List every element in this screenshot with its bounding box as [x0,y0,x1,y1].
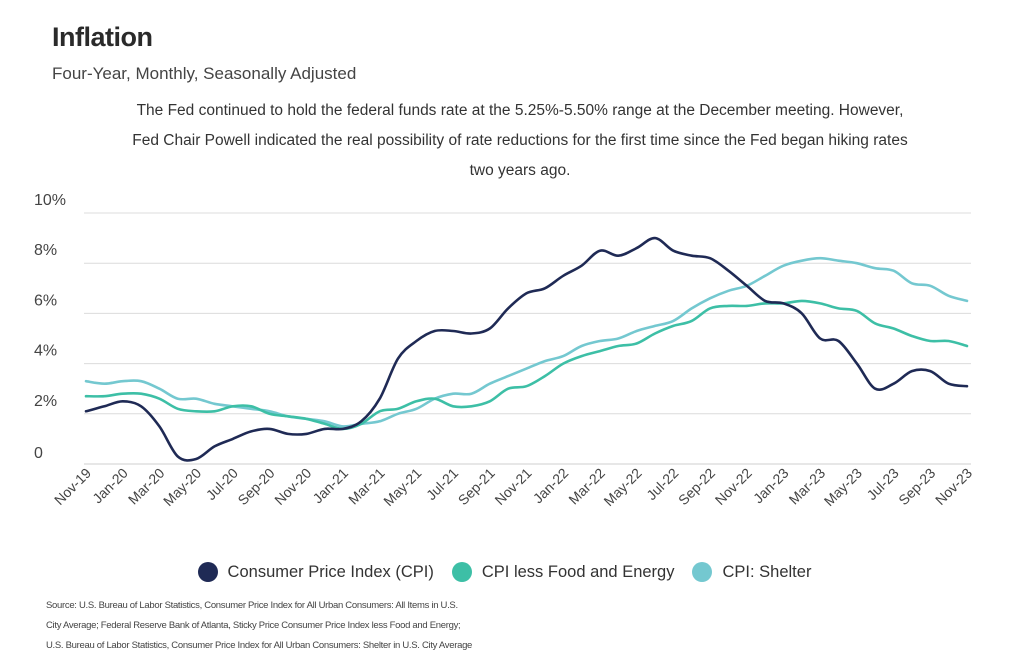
y-tick-label: 2% [34,393,57,410]
legend-label: CPI: Shelter [722,562,812,581]
description-line: two years ago. [469,162,571,179]
description-line: Fed Chair Powell indicated the real poss… [132,132,908,149]
description-line: The Fed continued to hold the federal fu… [136,102,904,119]
series-line-core-cpi [84,299,969,431]
legend-label: Consumer Price Index (CPI) [227,562,434,581]
x-tick-label: Mar-22 [565,465,608,508]
x-tick-label: Sep-23 [895,465,938,508]
y-tick-label: 4% [34,343,57,360]
legend-item-shelter: CPI: Shelter [692,562,811,582]
x-tick-label: Jan-22 [530,465,572,507]
gridlines [84,212,971,465]
x-tick-label: May-23 [821,465,865,509]
x-tick-label: Sep-22 [675,465,718,508]
x-tick-label: Nov-21 [491,465,534,508]
x-tick-label: May-20 [160,465,204,509]
legend-swatch-shelter [692,562,713,582]
x-tick-label: Mar-21 [345,465,388,508]
legend-item-core-cpi: CPI less Food and Energy [451,562,675,582]
chart-title: Inflation [52,22,153,52]
legend-swatch-cpi [197,562,218,582]
series-line-cpi [84,236,969,462]
line-chart: 0 2% 4% 6% 8% 10% Nov-19Jan-20Mar-20May-20Jul… [34,192,975,509]
x-tick-label: Jan-20 [89,465,131,507]
y-tick-label: 10% [34,192,66,209]
x-tick-label: Mar-23 [786,465,829,508]
y-axis-ticks: 0 2% 4% 6% 8% 10% [34,192,66,462]
chart-description: The Fed continued to hold the federal fu… [100,96,940,186]
x-tick-label: Sep-20 [234,465,277,508]
legend-item-cpi: Consumer Price Index (CPI) [197,562,434,582]
chart-subtitle: Four-Year, Monthly, Seasonally Adjusted [52,64,357,83]
source-line: Source: U.S. Bureau of Labor Statistics,… [46,600,458,611]
x-tick-label: Nov-22 [712,465,755,508]
series-lines [84,236,969,462]
x-axis-ticks: Nov-19Jan-20Mar-20May-20Jul-20Sep-20Nov-… [51,465,975,509]
x-tick-label: Nov-23 [932,465,975,508]
chart-legend: Consumer Price Index (CPI) CPI less Food… [0,562,1009,582]
x-tick-label: Jan-23 [750,465,792,507]
source-note: Source: U.S. Bureau of Labor Statistics,… [46,596,476,656]
series-line-shelter [84,256,969,428]
y-tick-label: 0 [34,445,43,462]
source-line: U.S. Bureau of Labor Statistics, Consume… [46,640,473,651]
y-tick-label: 8% [34,242,57,259]
legend-label: CPI less Food and Energy [481,562,675,581]
x-tick-label: May-21 [380,465,424,509]
x-tick-label: Jan-21 [309,465,351,507]
source-line: City Average; Federal Reserve Bank of At… [46,620,461,631]
x-tick-label: Nov-19 [51,465,94,508]
x-tick-label: May-22 [600,465,644,509]
x-tick-label: Sep-21 [455,465,498,508]
x-tick-label: Nov-20 [271,465,314,508]
legend-swatch-core-cpi [451,562,472,582]
x-tick-label: Mar-20 [125,465,168,508]
y-tick-label: 6% [34,292,57,309]
